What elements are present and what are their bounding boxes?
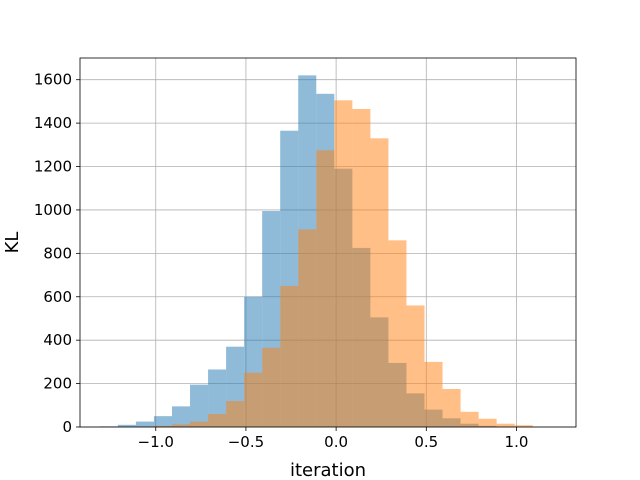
y-tick-label: 800 [43, 244, 72, 262]
histogram-bar [153, 425, 172, 427]
histogram-bar [153, 416, 172, 427]
x-axis-label: iteration [290, 460, 366, 480]
histogram-bar [190, 384, 209, 427]
x-tick-label: 0.0 [324, 433, 348, 451]
x-tick-label: −1.0 [138, 433, 174, 451]
histogram-bar [352, 109, 371, 428]
histogram-bar [334, 100, 353, 427]
histogram-bar [135, 421, 154, 427]
histogram-bar [496, 423, 515, 427]
histogram-bar [370, 138, 389, 427]
histogram-bar [424, 361, 443, 427]
histogram-bar [460, 411, 479, 427]
y-tick-label: 400 [43, 331, 72, 349]
histogram-bar [244, 372, 263, 427]
x-tick-label: 1.0 [505, 433, 529, 451]
histogram-bar [171, 406, 191, 427]
y-tick-label: 1600 [34, 71, 72, 89]
histogram-bar [208, 369, 227, 427]
histogram-bar [514, 425, 533, 427]
y-tick-label: 1000 [34, 201, 72, 219]
histogram-bar [117, 424, 136, 427]
y-tick-label: 1400 [34, 114, 72, 132]
y-axis-label: KL [2, 232, 23, 254]
histogram-bar [298, 229, 317, 427]
x-tick-label: −0.5 [228, 433, 264, 451]
histogram-bar [226, 400, 245, 427]
y-axis-ticks: 0 200 400 600 800 1000 1200 1400 1600 [34, 71, 80, 436]
x-tick-label: 0.5 [414, 433, 438, 451]
histogram-bar [406, 305, 425, 427]
y-tick-label: 1200 [34, 158, 72, 176]
y-tick-label: 600 [43, 288, 72, 306]
histogram-bars [99, 75, 533, 428]
histogram-bar [208, 413, 227, 427]
histogram-bar [316, 150, 335, 427]
histogram-bar [478, 418, 497, 427]
plot-area-frame [79, 57, 577, 428]
histogram-bar [280, 285, 299, 427]
histogram-bar [171, 424, 191, 427]
y-tick-label: 200 [43, 375, 72, 393]
x-axis-ticks: −1.0 −0.5 0.0 0.5 1.0 [138, 427, 529, 451]
series-2-bars [135, 100, 533, 428]
histogram-bar [388, 240, 407, 427]
y-tick-label: 0 [62, 418, 72, 436]
histogram-bar [262, 347, 281, 427]
histogram-bar [190, 421, 209, 427]
histogram-bar [442, 389, 461, 427]
